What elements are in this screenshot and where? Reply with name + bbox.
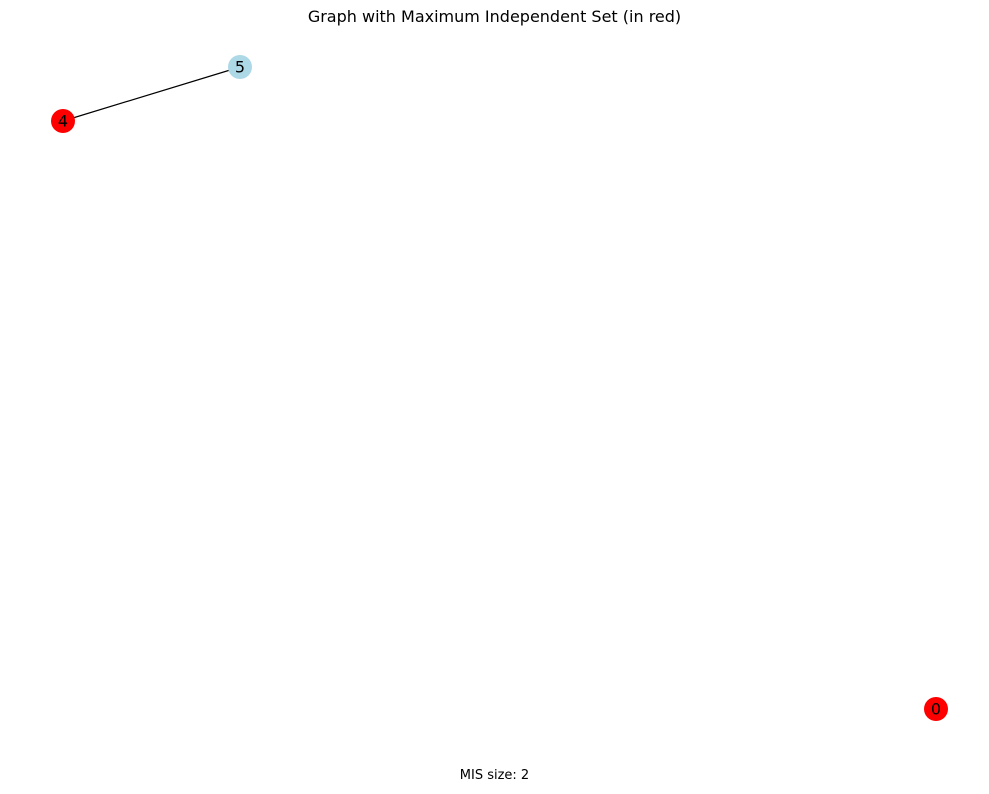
- node-label-4: 4: [58, 112, 68, 131]
- mis-size-caption: MIS size: 2: [459, 768, 530, 783]
- node-label-0: 0: [931, 700, 941, 719]
- node-0: 0: [924, 697, 948, 721]
- figure-title: Graph with Maximum Independent Set (in r…: [307, 7, 682, 26]
- edge-4-5: [62, 66, 241, 122]
- node-5: 5: [228, 55, 252, 79]
- nodes-layer: 5 4 0: [51, 55, 948, 721]
- node-circle-5: [228, 55, 252, 79]
- node-label-5: 5: [235, 58, 245, 77]
- node-4: 4: [51, 109, 75, 133]
- node-circle-0: [924, 697, 948, 721]
- node-circle-4: [51, 109, 75, 133]
- edges-layer: [62, 66, 241, 122]
